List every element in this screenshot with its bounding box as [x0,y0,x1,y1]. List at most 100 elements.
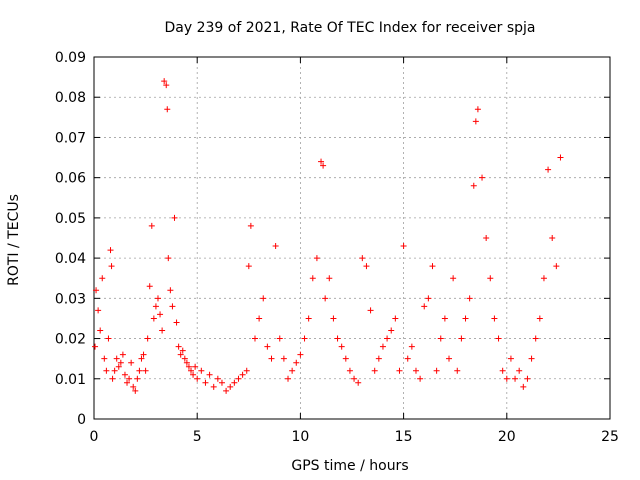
x-tick-label: 5 [193,429,202,445]
data-point [479,174,486,181]
data-point [175,343,182,350]
data-point [367,307,374,314]
x-tick-label: 20 [498,429,516,445]
data-point [545,166,552,173]
data-point [239,371,246,378]
data-point [245,263,252,270]
y-tick-label: 0 [77,412,86,428]
data-point [163,82,170,89]
x-tick-label: 25 [601,429,619,445]
data-point [487,275,494,282]
data-point [202,379,209,386]
data-point [227,383,234,390]
data-point [516,367,523,374]
data-point [164,106,171,113]
data-point [379,343,386,350]
data-point [268,355,275,362]
data-point [92,343,99,350]
data-point [235,375,242,382]
data-point [136,367,143,374]
data-point [305,315,312,322]
data-point [355,379,362,386]
data-point [192,363,199,370]
data-point [183,359,190,366]
data-point [134,375,141,382]
data-point [223,387,230,394]
data-point [421,303,428,310]
data-point [124,379,131,386]
data-point [146,283,153,290]
data-point [363,263,370,270]
data-point [119,351,126,358]
data-point [280,355,287,362]
data-point [334,335,341,342]
data-point [190,371,197,378]
data-point [404,355,411,362]
y-tick-label: 0.04 [55,251,86,267]
data-point [185,363,192,370]
data-point [396,367,403,374]
data-point [101,355,108,362]
data-point [429,263,436,270]
data-point [214,375,221,382]
data-point [93,287,100,294]
data-point [557,154,564,161]
data-point [159,327,166,334]
data-point [320,162,327,169]
data-point [105,335,112,342]
data-point [251,335,258,342]
data-point [107,247,114,254]
data-point [260,295,267,302]
data-point [540,275,547,282]
data-point [458,335,465,342]
data-point [412,367,419,374]
data-point [507,355,514,362]
tick-layer: 0 0.01 0.02 0.03 0.04 0.05 0.06 0.07 0.08 0.09 0 5 1… [55,50,619,445]
data-point [495,335,502,342]
y-tick-label: 0.06 [55,171,86,187]
y-tick-label: 0.07 [55,130,86,146]
data-point [297,351,304,358]
data-point [330,315,337,322]
data-point [441,315,448,322]
data-point [128,359,135,366]
x-tick-label: 0 [90,429,99,445]
data-point [512,375,519,382]
data-point [177,351,184,358]
data-point [483,235,490,241]
data-point [179,347,186,354]
data-point [276,335,283,342]
data-point [322,295,329,302]
data-point [140,351,147,358]
data-point [384,335,391,342]
data-point [169,303,176,310]
y-tick-label: 0.08 [55,90,86,106]
data-point [342,355,349,362]
x-tick-label: 10 [291,429,309,445]
data-point [293,359,300,366]
data-point [408,343,415,350]
data-point [528,355,535,362]
data-point [524,375,531,382]
data-point [371,367,378,374]
x-tick-label: 15 [395,429,413,445]
data-point [289,367,296,374]
data-point [309,275,316,282]
data-point [231,379,238,386]
data-point [165,255,172,262]
data-point [210,383,217,390]
y-tick-label: 0.02 [55,332,86,348]
y-tick-label: 0.05 [55,211,86,227]
data-point [301,335,308,342]
chart-title: Day 239 of 2021, Rate Of TEC Index for r… [164,20,535,36]
data-point [138,355,145,362]
data-point [388,327,395,334]
data-point [97,327,104,334]
data-point [117,359,124,366]
data-point [346,367,353,374]
data-point [194,375,201,382]
data-point [553,263,560,270]
data-point [454,367,461,374]
data-point [144,335,151,342]
